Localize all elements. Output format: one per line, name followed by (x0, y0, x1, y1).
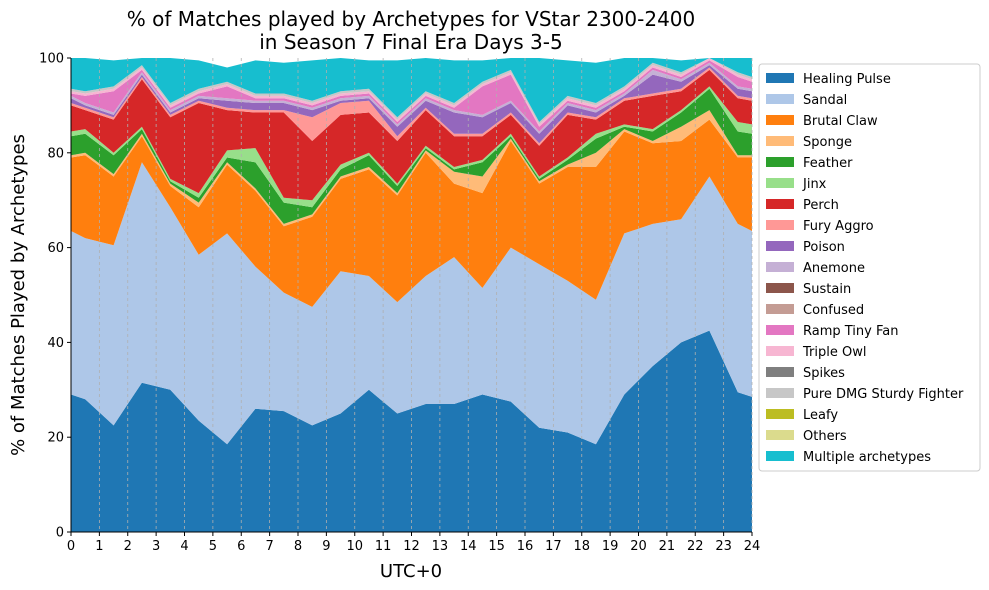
y-tick-label: 20 (47, 431, 64, 446)
legend-label: Pure DMG Sturdy Fighter (803, 387, 964, 402)
x-tick-label: 5 (209, 539, 217, 554)
y-axis-label: % of Matches Played by Archetypes (8, 134, 29, 456)
x-tick-label: 15 (488, 539, 505, 554)
x-tick-label: 21 (659, 539, 676, 554)
legend-swatch (766, 136, 794, 146)
y-axis-ticks: 0 20 40 60 80 100 (39, 52, 71, 541)
area-sandal (71, 162, 752, 445)
x-tick-label: 16 (517, 539, 534, 554)
x-tick-label: 22 (687, 539, 704, 554)
x-tick-label: 2 (124, 539, 132, 554)
x-tick-label: 9 (322, 539, 330, 554)
x-tick-label: 3 (152, 539, 160, 554)
legend-label: Spikes (803, 366, 845, 381)
x-tick-label: 12 (403, 539, 420, 554)
legend-label: Anemone (803, 261, 865, 276)
legend-label: Ramp Tiny Fan (803, 324, 898, 339)
legend-label: Sustain (803, 282, 851, 297)
legend-swatch (766, 241, 794, 251)
legend-swatch (766, 325, 794, 335)
legend-label: Confused (803, 303, 864, 318)
legend-swatch (766, 73, 794, 83)
x-tick-label: 24 (744, 539, 761, 554)
legend-label: Fury Aggro (803, 219, 874, 234)
legend-label: Multiple archetypes (803, 450, 931, 465)
legend: Healing Pulse Sandal Brutal Claw Sponge Feat… (758, 63, 981, 472)
legend-label: Healing Pulse (803, 72, 891, 87)
x-tick-label: 14 (460, 539, 477, 554)
x-tick-label: 17 (545, 539, 562, 554)
y-tick-label: 100 (39, 52, 64, 67)
x-tick-label: 8 (294, 539, 302, 554)
legend-label: Brutal Claw (803, 114, 878, 129)
x-tick-label: 6 (237, 539, 245, 554)
x-tick-label: 4 (180, 539, 188, 554)
legend-swatch (766, 94, 794, 104)
legend-swatch (766, 430, 794, 440)
legend-box (758, 63, 981, 472)
legend-label: Triple Owl (802, 345, 866, 360)
x-tick-label: 18 (573, 539, 590, 554)
legend-swatch (766, 409, 794, 419)
x-tick-label: 0 (67, 539, 75, 554)
legend-label: Perch (803, 198, 839, 213)
x-tick-label: 10 (346, 539, 363, 554)
legend-swatch (766, 220, 794, 230)
legend-swatch (766, 283, 794, 293)
legend-label: Feather (803, 156, 853, 171)
legend-swatch (766, 304, 794, 314)
area-perch (71, 69, 752, 201)
area-ramp-tiny-fan (71, 60, 752, 132)
x-tick-label: 1 (95, 539, 103, 554)
legend-label: Others (803, 429, 847, 444)
legend-swatch (766, 367, 794, 377)
legend-label: Sandal (803, 93, 847, 108)
x-tick-label: 13 (432, 539, 449, 554)
x-tick-label: 23 (715, 539, 732, 554)
y-tick-label: 40 (47, 336, 64, 351)
legend-label: Leafy (803, 408, 838, 423)
legend-swatch (766, 451, 794, 461)
legend-swatch (766, 388, 794, 398)
x-axis-label: UTC+0 (380, 561, 442, 582)
legend-swatch (766, 199, 794, 209)
x-tick-label: 20 (630, 539, 647, 554)
legend-swatch (766, 178, 794, 188)
y-tick-label: 80 (47, 146, 64, 161)
x-tick-label: 11 (375, 539, 392, 554)
legend-swatch (766, 262, 794, 272)
x-axis-ticks: 0 1 2 3 4 5 6 7 8 9 10 11 12 13 14 15 16 17 18 19 20 21 22 23 24 (67, 532, 760, 554)
legend-label: Sponge (803, 135, 852, 150)
legend-swatch (766, 115, 794, 125)
area-anemone (71, 62, 752, 134)
y-tick-label: 0 (56, 526, 64, 541)
legend-label: Poison (803, 240, 845, 255)
x-tick-label: 7 (265, 539, 273, 554)
y-tick-label: 60 (47, 241, 64, 256)
legend-swatch (766, 157, 794, 167)
x-tick-label: 19 (602, 539, 619, 554)
chart-title-line-2: in Season 7 Final Era Days 3-5 (259, 30, 562, 54)
legend-swatch (766, 346, 794, 356)
chart-title-line-1: % of Matches played by Archetypes for VS… (127, 7, 696, 31)
area-brutal-claw (71, 119, 752, 307)
legend-label: Jinx (802, 177, 827, 192)
